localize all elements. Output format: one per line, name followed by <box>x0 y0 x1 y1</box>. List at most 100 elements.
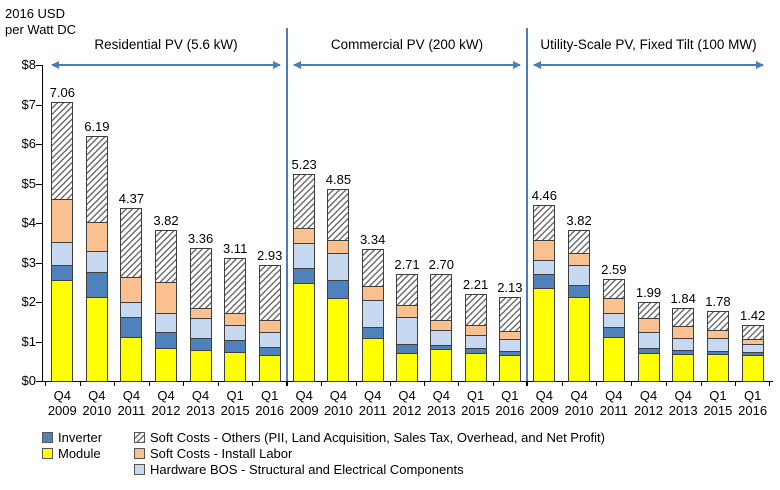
bar-segment-soft_other <box>293 174 316 230</box>
y-axis-tick <box>36 183 42 185</box>
x-tick-label-year: 2012 <box>392 403 422 418</box>
x-tick-label-year: 2010 <box>564 403 594 418</box>
x-tick-label: Q4 2011 <box>107 388 155 418</box>
bar-segment-module <box>498 354 521 382</box>
x-tick-label-quarter: Q4 <box>639 388 658 403</box>
x-tick-label-year: 2009 <box>47 403 77 418</box>
x-tick-label: Q4 2012 <box>625 388 673 418</box>
bar-total-label: 3.34 <box>360 232 386 248</box>
bar-segment-inverter <box>258 346 281 356</box>
bar-segment-install_labor <box>602 297 625 315</box>
bar-segment-soft_other <box>120 208 143 278</box>
bar-segment-soft_other <box>155 230 177 283</box>
bar-segment-soft_other <box>602 278 625 299</box>
bar-segment-hardware_bos <box>396 316 418 346</box>
group-divider <box>526 28 528 381</box>
bar-total-label: 1.78 <box>705 293 731 309</box>
x-tick-label: Q1 2016 <box>729 388 777 418</box>
bar-segment-soft_other <box>85 136 108 223</box>
bar-segment-soft_other <box>51 102 74 200</box>
bar-segment-module <box>155 348 177 382</box>
x-tick-label-quarter: Q1 <box>743 388 762 403</box>
x-axis-tick <box>286 382 287 386</box>
x-axis-tick <box>561 382 563 386</box>
bar-total-label: 5.23 <box>291 157 317 173</box>
bar-total-label: 1.84 <box>670 291 696 307</box>
bar-total-label: 2.13 <box>497 279 523 295</box>
x-axis-tick <box>183 382 185 386</box>
x-axis-tick <box>735 382 737 386</box>
x-tick-label: Q1 2015 <box>694 388 742 418</box>
x-axis-tick <box>217 382 219 386</box>
bar-total-label: 4.46 <box>531 187 557 203</box>
group-range-arrowhead-right <box>513 61 521 69</box>
x-axis-tick <box>79 382 81 386</box>
x-axis-tick <box>596 382 598 386</box>
x-tick-label-quarter: Q1 <box>709 388 727 403</box>
bar-segment-hardware_bos <box>568 264 591 286</box>
bar-segment-inverter <box>85 271 108 299</box>
x-tick-label: Q4 2009 <box>38 388 86 418</box>
x-tick-label-year: 2012 <box>151 403 181 418</box>
bar-total-label: 2.59 <box>601 261 627 277</box>
x-tick-label-quarter: Q4 <box>364 388 382 403</box>
bar-total-label: 2.93 <box>257 248 283 264</box>
x-tick-label-quarter: Q4 <box>674 388 692 403</box>
x-tick-label-year: 2012 <box>634 403 663 418</box>
legend-item-inverter: Inverter <box>42 430 102 446</box>
x-tick-label-quarter: Q4 <box>329 388 348 403</box>
bar-segment-soft_other <box>430 274 453 322</box>
y-axis-label: $0 <box>21 373 36 388</box>
bar-segment-module <box>224 351 247 382</box>
x-tick-label-quarter: Q1 <box>501 388 519 403</box>
bar-segment-hardware_bos <box>430 330 453 347</box>
x-axis-tick <box>114 382 116 386</box>
group-range-arrowhead-left <box>293 61 301 69</box>
bar-segment-hardware_bos <box>464 335 487 350</box>
x-tick-label-quarter: Q4 <box>570 388 588 403</box>
x-tick-label-quarter: Q1 <box>261 388 279 403</box>
bar-segment-module <box>741 354 764 382</box>
x-tick-label-year: 2015 <box>461 403 491 418</box>
y-axis-tick <box>36 223 42 224</box>
group-range-arrow-line <box>294 64 520 66</box>
bar-segment-hardware_bos <box>85 250 108 273</box>
legend-label-inverter: Inverter <box>58 430 103 445</box>
x-tick-label: Q4 2009 <box>280 388 328 418</box>
y-axis-tick <box>36 104 42 106</box>
y-axis-label: $8 <box>21 57 36 72</box>
bar-segment-soft_other <box>224 258 247 315</box>
x-tick-label-year: 2015 <box>703 403 733 418</box>
bar-segment-module <box>189 350 212 382</box>
y-axis-title: 2016 USD per Watt DC <box>5 6 76 38</box>
x-tick-label: Q4 2011 <box>590 388 638 418</box>
y-axis-tick <box>36 302 42 303</box>
x-axis-tick <box>631 382 633 386</box>
x-axis-tick <box>321 382 323 386</box>
x-tick-label-quarter: Q4 <box>432 388 450 403</box>
bar-segment-install_labor <box>430 320 453 332</box>
bar-segment-hardware_bos <box>741 344 764 353</box>
y-axis-title-line1: 2016 USD <box>5 6 65 21</box>
group-range-arrowhead-right <box>756 61 764 69</box>
x-axis-tick <box>665 382 667 386</box>
y-axis-tick <box>36 144 42 145</box>
x-tick-label-year: 2016 <box>255 403 285 418</box>
x-axis-tick <box>700 382 702 386</box>
legend-swatch-install_labor <box>134 448 145 459</box>
x-tick-label-quarter: Q4 <box>295 388 313 403</box>
x-axis-tick <box>148 382 150 386</box>
bar-segment-soft_other <box>396 273 418 307</box>
x-axis-tick <box>355 382 357 386</box>
x-axis-tick <box>527 382 528 386</box>
bar-segment-install_labor <box>189 307 212 320</box>
bar-segment-hardware_bos <box>258 331 281 348</box>
x-axis-tick <box>492 382 494 386</box>
x-tick-label: Q4 2013 <box>177 388 225 418</box>
bar-segment-hardware_bos <box>224 324 247 341</box>
bar-segment-hardware_bos <box>602 313 625 328</box>
bar-total-label: 3.36 <box>187 231 214 247</box>
bar-segment-install_labor <box>396 305 418 318</box>
bar-segment-module <box>533 288 556 382</box>
